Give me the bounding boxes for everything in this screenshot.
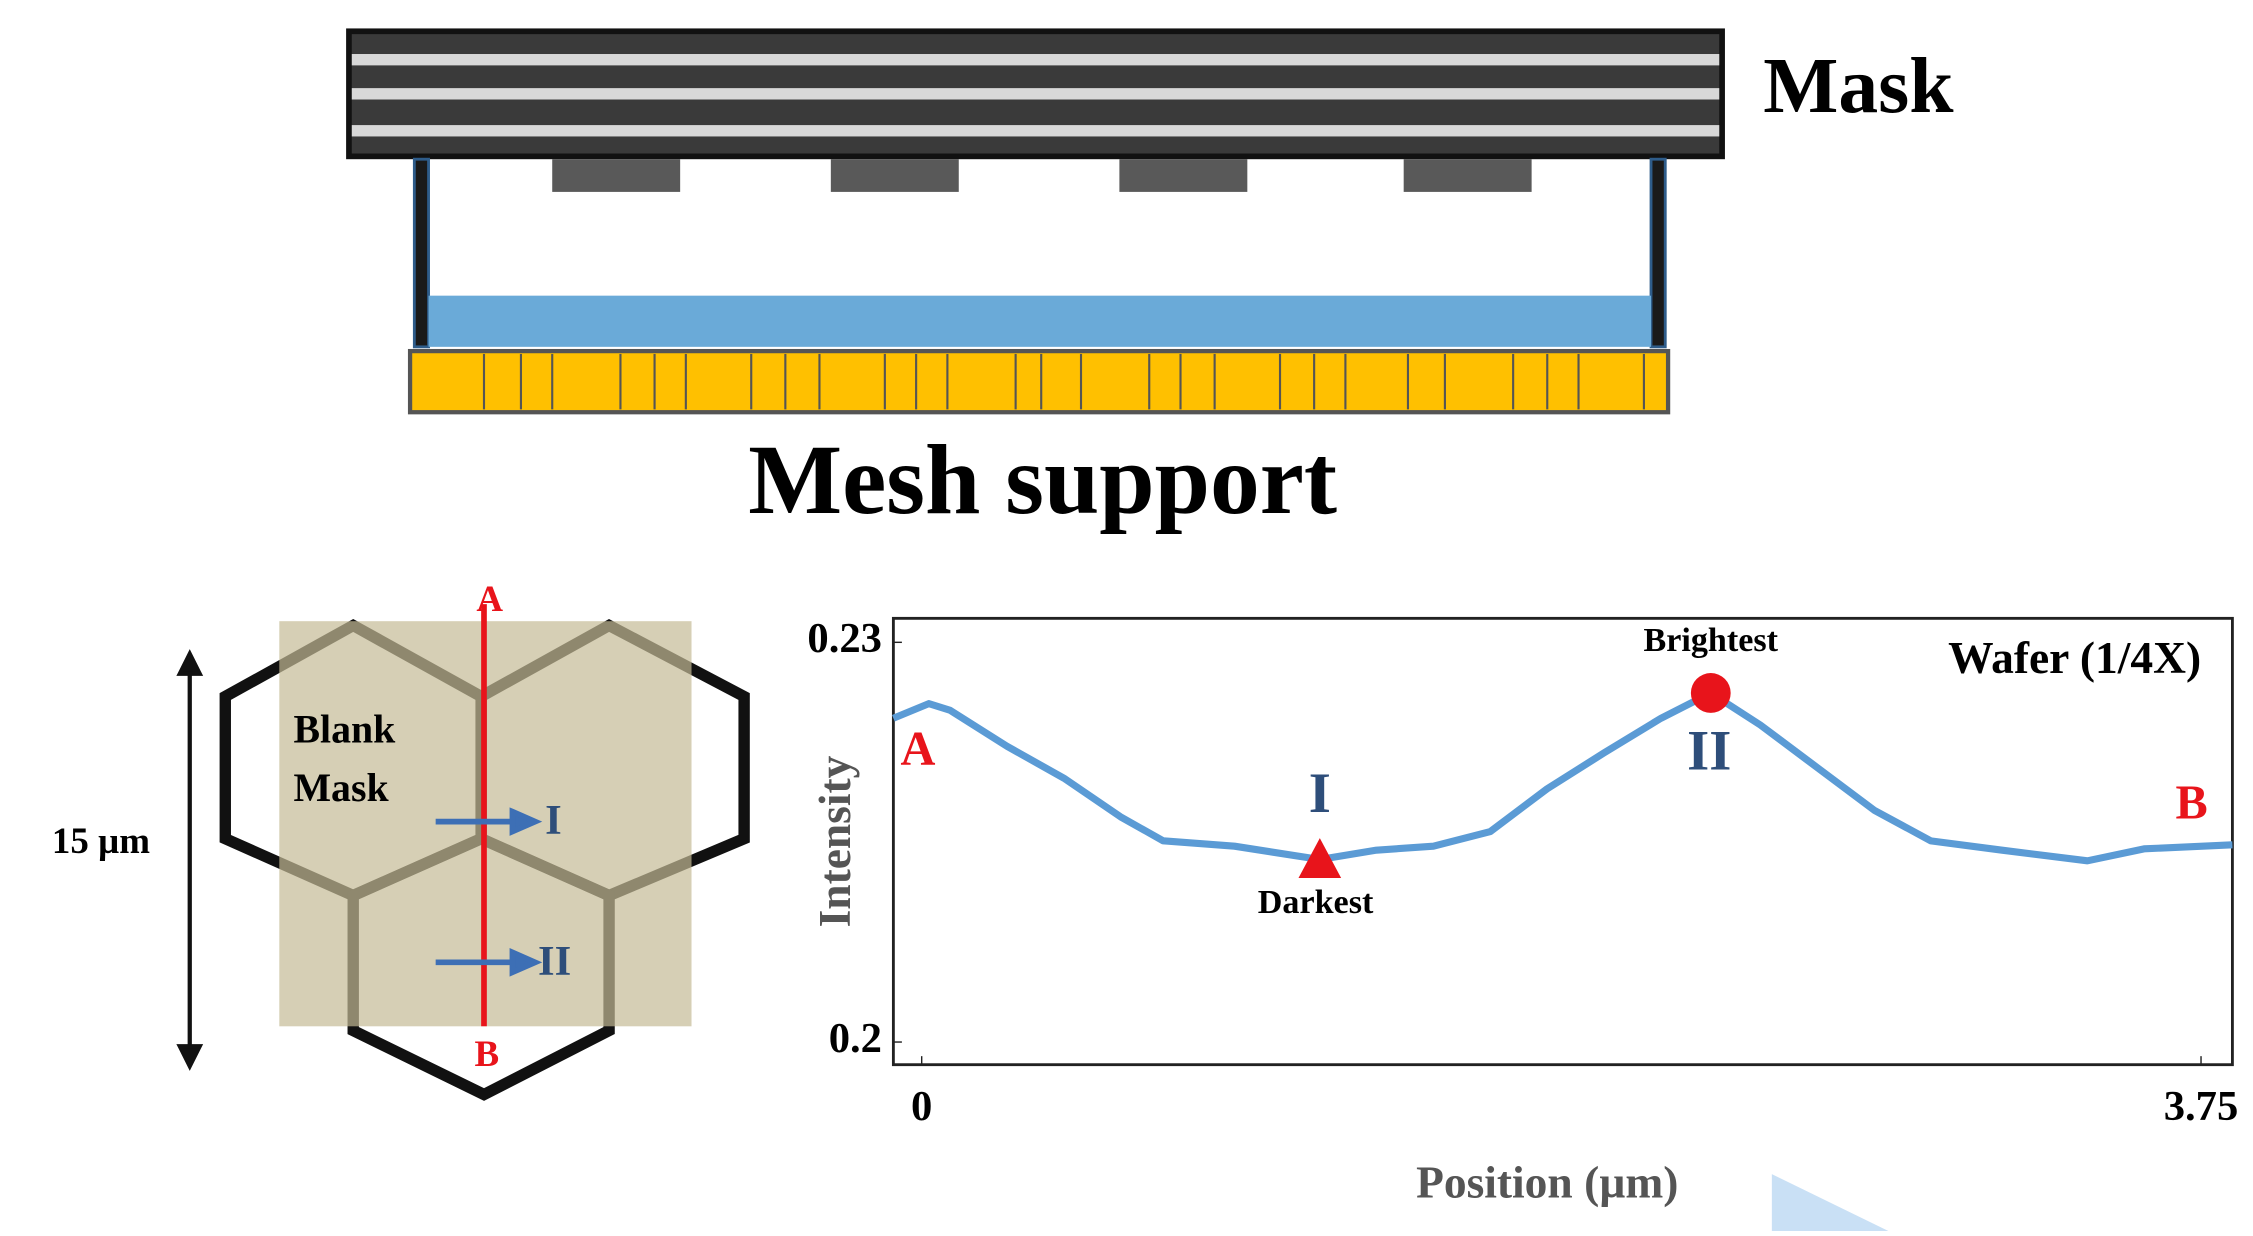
mask-label: Mask	[1763, 42, 1954, 130]
hex-label: Blank	[294, 708, 397, 752]
mesh-support	[410, 351, 1668, 412]
marker-label: Brightest	[1644, 622, 1779, 659]
x-tick-label: 0	[911, 1083, 932, 1130]
point-label: I	[1309, 762, 1331, 825]
decoration	[1772, 1174, 1889, 1231]
chart-title: Wafer (1/4X)	[1948, 632, 2201, 683]
point-label: II	[1687, 719, 1731, 782]
y-axis-label: Intensity	[809, 755, 860, 927]
y-tick-label: 0.2	[829, 1015, 882, 1062]
figure: Mask Mesh support A B Blank Mask I II 15…	[0, 0, 2253, 1231]
hex-label: II	[538, 938, 571, 985]
hex-label: A	[476, 578, 503, 619]
marker	[1691, 673, 1731, 713]
plot-frame	[893, 618, 2232, 1064]
x-tick-label: 3.75	[2164, 1083, 2239, 1130]
scale-label: 15 µm	[52, 820, 150, 861]
plot: 0.2 0.23 0 3.75 Brightest Darkest	[807, 615, 2238, 1130]
point-label: B	[2176, 776, 2208, 829]
hex-label: B	[475, 1033, 500, 1074]
x-axis-label: Position (µm)	[1416, 1156, 1678, 1207]
hex-label: Mask	[294, 766, 390, 810]
hex-label: I	[545, 797, 562, 844]
scale-arrow	[180, 654, 200, 1066]
line	[893, 693, 2232, 861]
mesh-label: Mesh support	[748, 424, 1337, 535]
mask	[349, 31, 1722, 347]
y-tick-label: 0.23	[807, 615, 882, 662]
point-label: A	[900, 722, 935, 775]
marker-label: Darkest	[1258, 884, 1374, 921]
